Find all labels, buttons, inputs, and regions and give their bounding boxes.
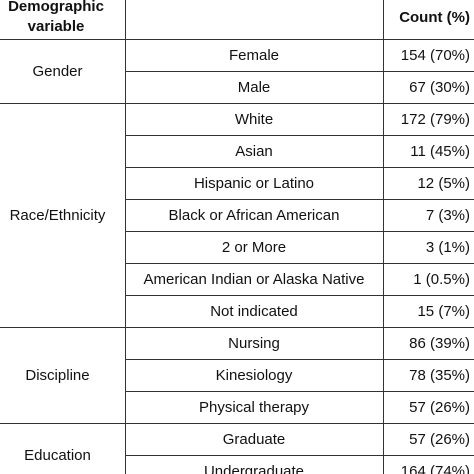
rule: [125, 231, 474, 232]
rule: [125, 391, 474, 392]
category: American Indian or Alaska Native: [143, 271, 365, 288]
count: 67 (30%): [409, 79, 470, 96]
category: 2 or More: [221, 239, 287, 256]
category: White: [234, 111, 274, 128]
header-variable: Demographic variable: [8, 0, 104, 35]
group-label: Race/Ethnicity: [9, 207, 106, 224]
category: Graduate: [222, 431, 286, 448]
rule: [0, 103, 474, 104]
count: 3 (1%): [425, 239, 470, 256]
category: Not indicated: [210, 303, 298, 320]
rule: [125, 359, 474, 360]
count: 172 (79%): [400, 111, 470, 128]
rule: [383, 0, 384, 474]
rule: [125, 135, 474, 136]
category: Nursing: [228, 335, 280, 352]
count: 86 (39%): [409, 335, 470, 352]
rule: [125, 199, 474, 200]
category: Kinesiology: [215, 367, 293, 384]
count: 164 (74%): [400, 463, 470, 474]
rule: [0, 327, 474, 328]
rule: [125, 0, 126, 474]
count: 1 (0.5%): [413, 271, 470, 288]
category: Hispanic or Latino: [193, 175, 315, 192]
category: Black or African American: [168, 207, 340, 224]
count: 11 (45%): [410, 143, 470, 160]
category: Undergraduate: [203, 463, 305, 474]
count: 7 (3%): [425, 207, 470, 224]
count: 57 (26%): [409, 399, 470, 416]
category: Asian: [235, 143, 273, 160]
rule: [125, 455, 474, 456]
count: 154 (70%): [400, 47, 470, 64]
group-label: Gender: [32, 63, 83, 80]
group-label: Discipline: [25, 367, 90, 384]
rule: [125, 71, 474, 72]
header-count: Count (%): [399, 9, 470, 26]
group-label: Education: [24, 447, 91, 464]
rule: [125, 263, 474, 264]
rule: [0, 423, 474, 424]
count: 57 (26%): [409, 431, 470, 448]
count: 78 (35%): [409, 367, 470, 384]
rule: [0, 39, 474, 40]
rule: [125, 167, 474, 168]
count: 12 (5%): [417, 175, 470, 192]
category: Female: [228, 47, 280, 64]
category: Physical therapy: [198, 399, 310, 416]
rule: [125, 295, 474, 296]
category: Male: [237, 79, 271, 96]
count: 15 (7%): [417, 303, 470, 320]
